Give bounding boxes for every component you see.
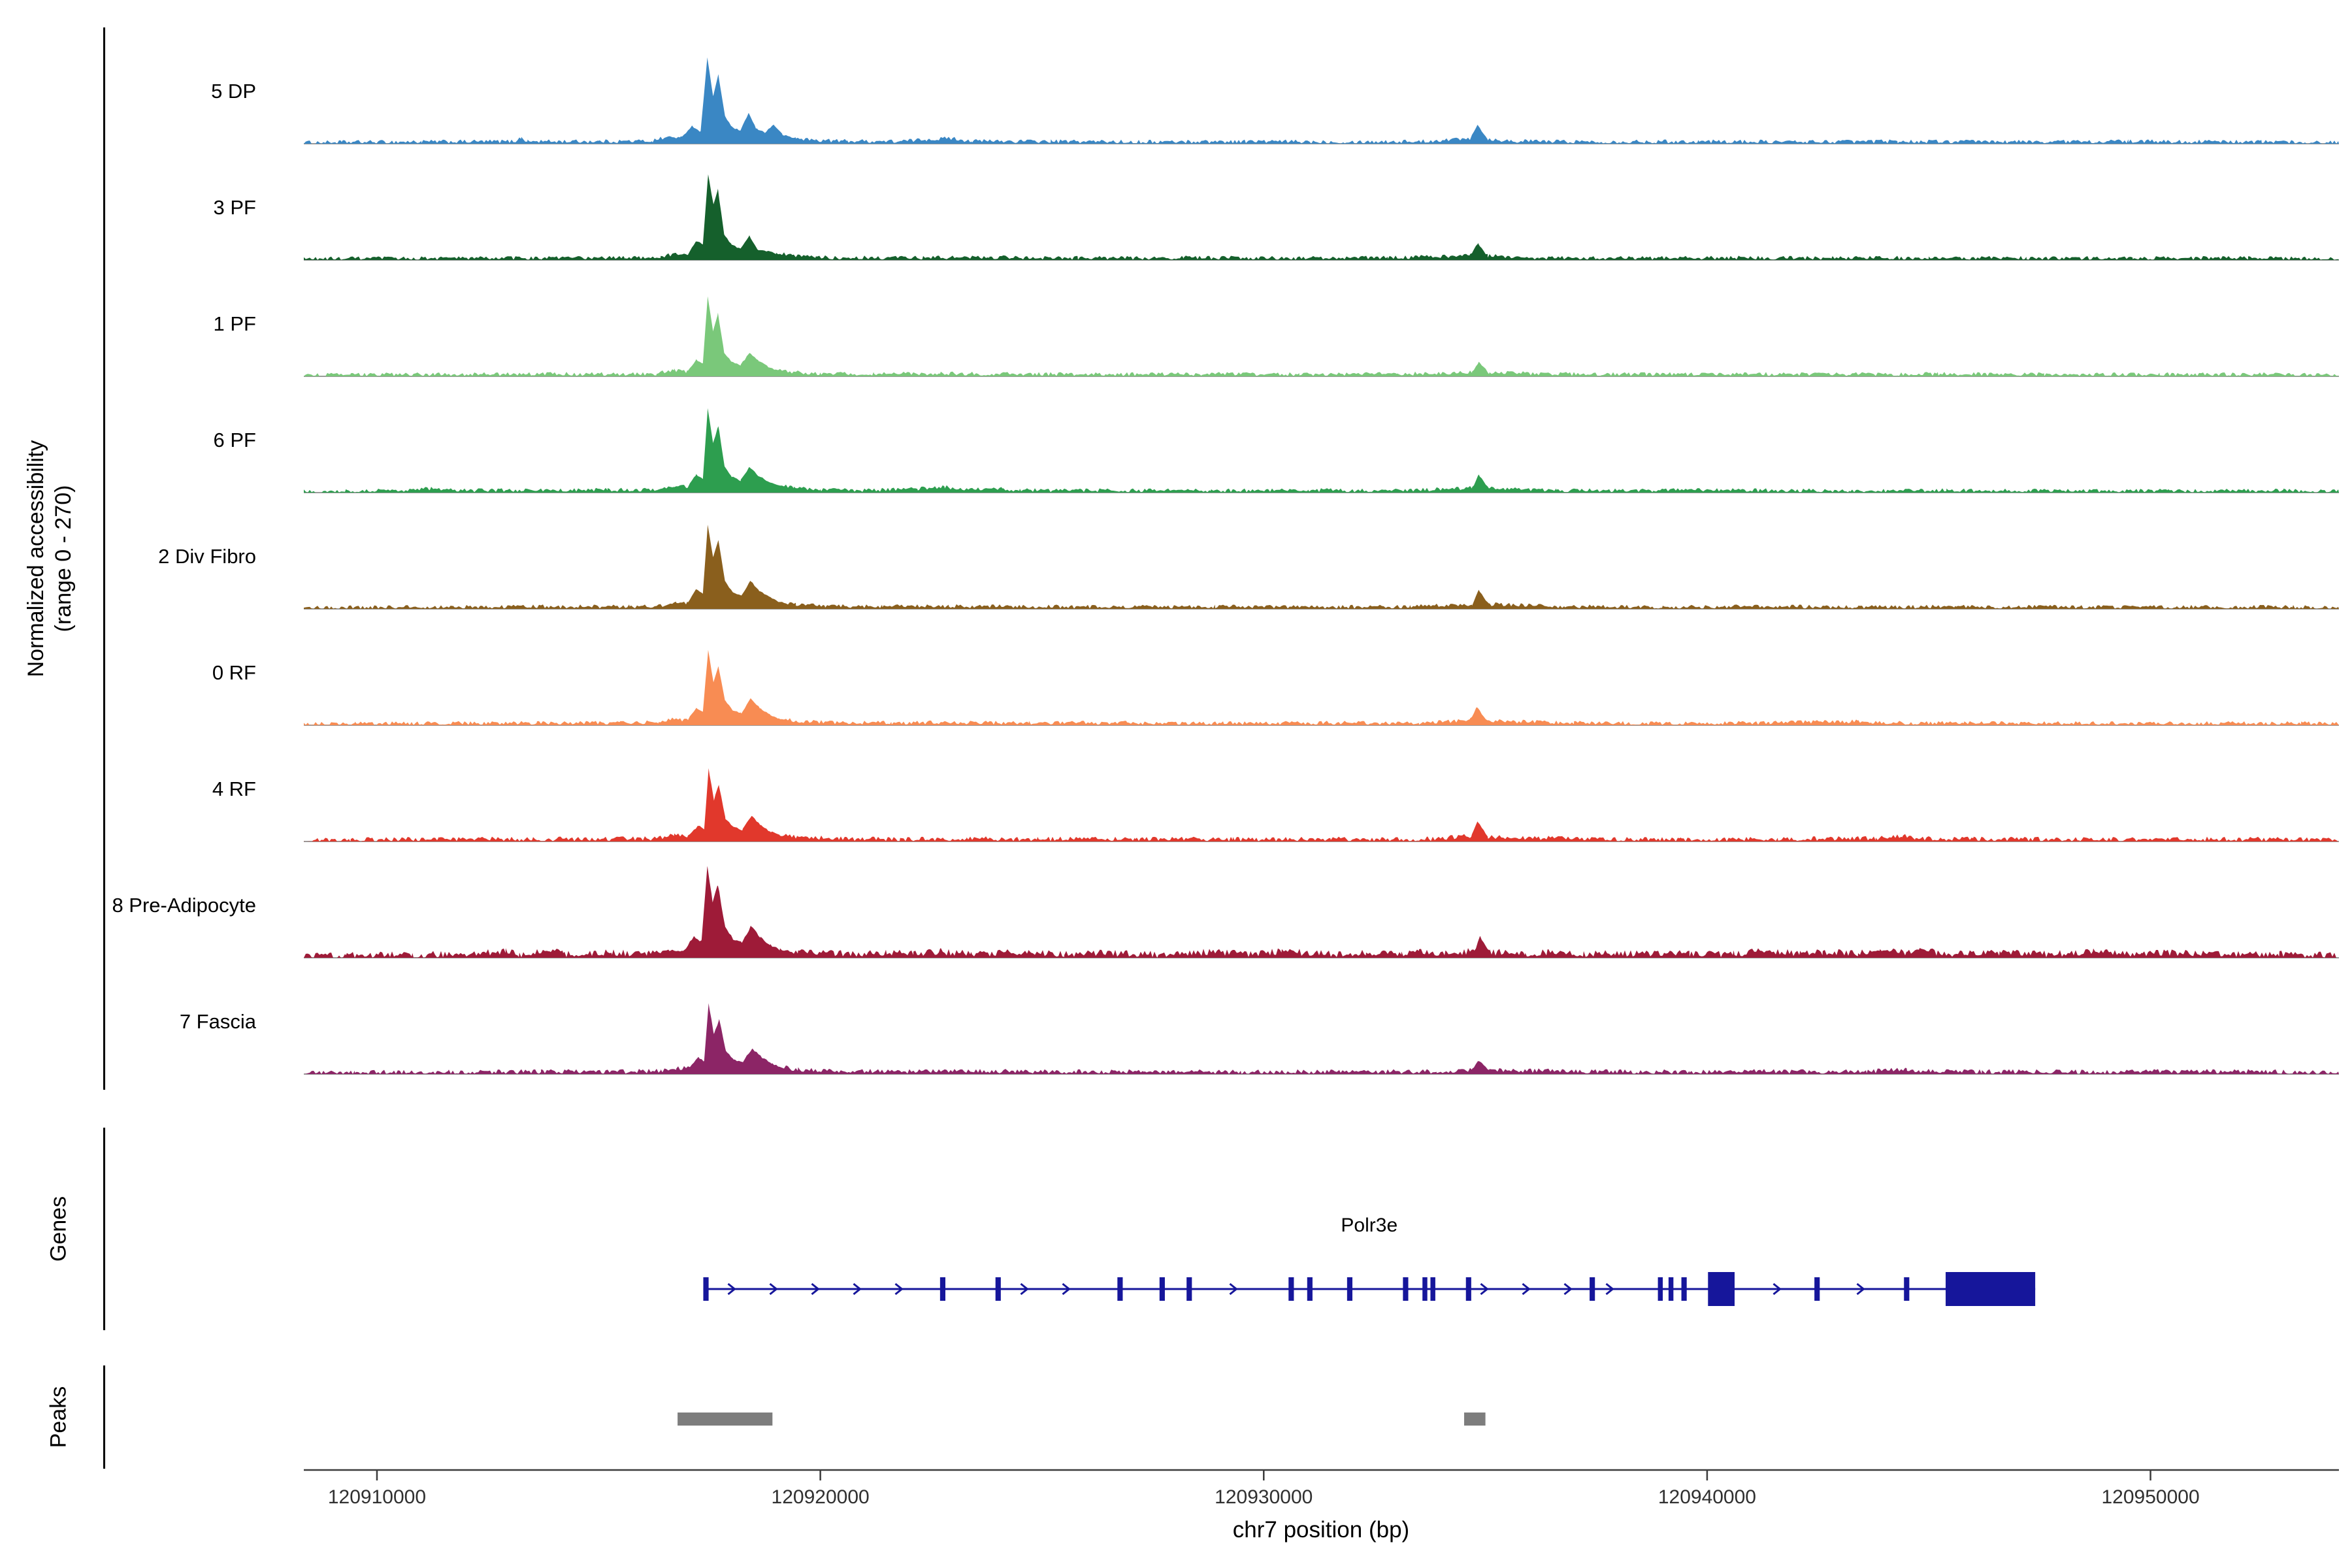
x-axis-title: chr7 position (bp): [1232, 1517, 1410, 1543]
gene-strand-arrow-icon: [1020, 1282, 1029, 1296]
gene-strand-arrow-icon: [1522, 1282, 1531, 1296]
track-area: [304, 1003, 2339, 1074]
gene-exon: [1159, 1277, 1165, 1301]
track-area: [304, 525, 2339, 609]
gene-exon: [1465, 1277, 1471, 1301]
gene-exon: [1347, 1277, 1353, 1301]
gene-exon: [995, 1277, 1001, 1301]
gene-exon: [1708, 1272, 1735, 1306]
x-tick-label: 120910000: [327, 1486, 427, 1508]
gene-exon: [1117, 1277, 1123, 1301]
x-tick-label: 120920000: [771, 1486, 870, 1508]
gene-strand-arrow-icon: [894, 1282, 904, 1296]
track-label: 0 RF: [212, 661, 256, 684]
gene-exon: [939, 1277, 946, 1301]
gene-exon: [703, 1277, 709, 1301]
gene-label: Polr3e: [1341, 1215, 1398, 1236]
gene-strand-arrow-icon: [1772, 1282, 1782, 1296]
gene-exon: [1430, 1277, 1435, 1301]
track-area: [304, 174, 2339, 260]
peak-interval: [1464, 1413, 1486, 1426]
gene-exon: [1814, 1277, 1820, 1301]
gene-strand-arrow-icon: [811, 1282, 820, 1296]
gene-exon: [1422, 1277, 1428, 1301]
track-area: [304, 649, 2339, 725]
gene-strand-arrow-icon: [853, 1282, 862, 1296]
track-area: [304, 296, 2339, 376]
gene-exon: [1658, 1277, 1663, 1301]
gene-exon: [1904, 1277, 1910, 1301]
tracks-axis-line: [103, 27, 105, 1090]
gene-strand-arrow-icon: [1563, 1282, 1573, 1296]
x-tick-label: 120940000: [1658, 1486, 1756, 1508]
gene-strand-arrow-icon: [1062, 1282, 1071, 1296]
x-tick-label: 120930000: [1215, 1486, 1313, 1508]
track-area: [304, 408, 2339, 493]
gene-exon: [1590, 1277, 1595, 1301]
track-label: 7 Fascia: [179, 1010, 256, 1033]
track-label: 5 DP: [211, 80, 256, 103]
gene-strand-arrow-icon: [1605, 1282, 1614, 1296]
gene-exon: [1668, 1277, 1674, 1301]
track-area: [304, 57, 2339, 144]
track-label: 6 PF: [213, 429, 256, 451]
gene-exon: [1186, 1277, 1192, 1301]
gene-strand-arrow-icon: [1480, 1282, 1489, 1296]
track-label: 8 Pre-Adipocyte: [112, 894, 256, 917]
track-label: 2 Div Fibro: [158, 545, 256, 568]
gene-strand-arrow-icon: [727, 1282, 736, 1296]
track-label: 3 PF: [213, 196, 256, 219]
track-label: 1 PF: [213, 312, 256, 335]
gene-strand-arrow-icon: [769, 1282, 778, 1296]
track-area: [304, 768, 2339, 841]
gene-exon: [1307, 1277, 1313, 1301]
peaks-axis-line: [103, 1365, 105, 1469]
gene-exon: [1946, 1272, 2036, 1306]
peak-interval: [678, 1413, 773, 1426]
genes-axis-line: [103, 1128, 105, 1330]
track-label: 4 RF: [212, 777, 256, 800]
peaks-section-label: Peaks: [46, 1386, 71, 1448]
track-area: [304, 866, 2339, 958]
gene-strand-arrow-icon: [1229, 1282, 1238, 1296]
x-tick-label: 120950000: [2101, 1486, 2200, 1508]
gene-exon: [1403, 1277, 1409, 1301]
gene-exon: [1681, 1277, 1687, 1301]
gene-strand-arrow-icon: [1856, 1282, 1865, 1296]
gene-exon: [1288, 1277, 1294, 1301]
genes-section-label: Genes: [46, 1196, 71, 1262]
